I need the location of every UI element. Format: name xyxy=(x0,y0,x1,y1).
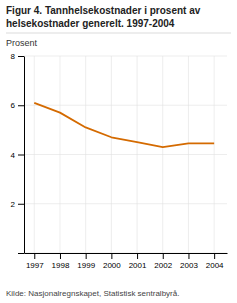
grid-line xyxy=(34,56,35,253)
y-axis-line xyxy=(24,57,25,254)
chart: Figur 4. Tannhelsekostnader i prosent av… xyxy=(0,0,237,303)
grid-line xyxy=(188,56,189,253)
grid-line xyxy=(214,56,215,253)
y-tick-mark xyxy=(18,253,24,254)
x-tick: 2003 xyxy=(180,253,198,270)
x-tick: 1997 xyxy=(26,253,44,270)
x-tick-mark xyxy=(214,253,215,259)
y-axis: 2 4 6 8 xyxy=(11,52,25,253)
x-tick: 1999 xyxy=(77,253,95,270)
x-tick-label: 1998 xyxy=(52,261,70,270)
x-tick-label: 2002 xyxy=(154,261,172,270)
x-tick: 2001 xyxy=(129,253,147,270)
y-tick-mark xyxy=(18,155,24,156)
y-tick-label: 6 xyxy=(11,101,16,110)
y-tick xyxy=(18,253,24,254)
y-tick-label: 4 xyxy=(11,151,16,160)
title: helsekostnader generelt. 1997-2004 xyxy=(6,18,175,29)
separator xyxy=(6,33,231,34)
y-tick-mark xyxy=(18,56,24,57)
x-tick: 2000 xyxy=(103,253,121,270)
y-tick: 2 xyxy=(11,200,24,209)
x-tick-mark xyxy=(111,253,112,259)
x-axis: 1997 1998 1999 2000 2001 2002 2003 2004 xyxy=(25,253,228,270)
y-tick-mark xyxy=(18,204,24,205)
x-tick-label: 2003 xyxy=(180,261,198,270)
grid-line xyxy=(24,253,227,254)
x-tick-mark xyxy=(137,253,138,259)
x-tick-mark xyxy=(60,253,61,259)
grid-line xyxy=(24,56,227,57)
grid-line xyxy=(85,56,86,253)
x-tick: 1998 xyxy=(52,253,70,270)
grid-line xyxy=(24,105,227,106)
grid-line xyxy=(111,56,112,253)
x-tick-label: 2004 xyxy=(206,261,224,270)
y-tick: 8 xyxy=(11,52,24,61)
line xyxy=(34,103,214,147)
plot-area xyxy=(34,103,214,147)
grid-line xyxy=(162,56,163,253)
x-tick-mark xyxy=(34,253,35,259)
grid-line xyxy=(137,56,138,253)
y-axis-label: Prosent xyxy=(6,38,38,48)
title: Figur 4. Tannhelsekostnader i prosent av xyxy=(6,5,201,16)
x-tick: 2004 xyxy=(206,253,224,270)
x-tick-label: 1999 xyxy=(77,261,95,270)
x-tick-mark xyxy=(188,253,189,259)
grid xyxy=(24,56,227,253)
y-tick-mark xyxy=(18,105,24,106)
y-tick-label: 8 xyxy=(11,52,16,61)
y-tick: 4 xyxy=(11,151,24,160)
grid-line xyxy=(24,203,227,204)
grid-line xyxy=(59,56,60,253)
y-tick-label: 2 xyxy=(11,200,16,209)
x-tick-mark xyxy=(163,253,164,259)
x-tick: 2002 xyxy=(154,253,172,270)
source: Kilde: Nasjonalregnskapet, Statistisk se… xyxy=(6,289,179,298)
x-tick-mark xyxy=(86,253,87,259)
grid-line xyxy=(24,154,227,155)
x-axis-line xyxy=(25,253,228,254)
y-tick: 6 xyxy=(11,101,24,110)
x-tick-label: 2001 xyxy=(129,261,147,270)
x-tick-label: 2000 xyxy=(103,261,121,270)
x-tick-label: 1997 xyxy=(26,261,44,270)
